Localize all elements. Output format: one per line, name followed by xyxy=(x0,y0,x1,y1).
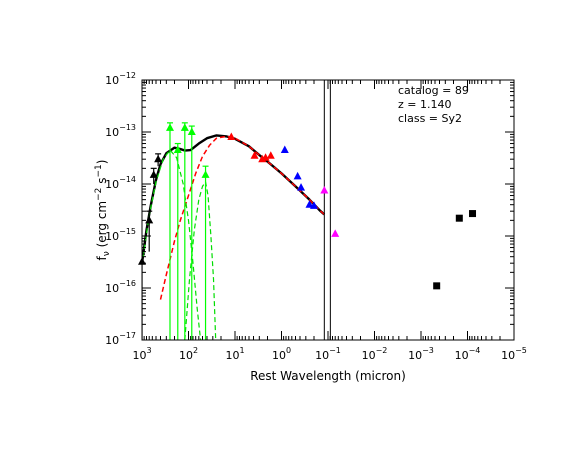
data-point-triangle xyxy=(165,123,174,131)
y-tick-label: 10−16 xyxy=(105,279,136,295)
x-tick-labels: 103 102 101 100 10−1 10−2 10−3 10−4 10−5 xyxy=(132,346,526,362)
x-tick-label: 102 xyxy=(179,346,198,362)
data-point-triangle xyxy=(154,154,163,163)
y-tick-label-exp: −13 xyxy=(119,123,136,132)
data-point-triangle xyxy=(331,229,340,237)
y-tick-label-base: 10 xyxy=(105,126,119,139)
data-point-square xyxy=(455,214,463,222)
x-tick-label-exp: −3 xyxy=(422,346,434,355)
y-tick-label: 10−17 xyxy=(105,331,136,347)
y-axis-title-sup2: −1 xyxy=(94,164,104,177)
x-tick-label-exp: −5 xyxy=(515,346,527,355)
x-tick-label: 103 xyxy=(132,346,151,362)
data-point-triangle xyxy=(297,183,306,191)
x-axis-title: Rest Wavelength (micron) xyxy=(250,369,406,383)
y-tick-label-exp: −15 xyxy=(119,227,136,236)
data-point-triangle xyxy=(201,170,210,178)
x-tick-label-exp: 1 xyxy=(239,346,244,355)
annotation-line: class = Sy2 xyxy=(398,112,462,125)
x-tick-label-base: 10 xyxy=(455,349,469,362)
y-tick-label: 10−12 xyxy=(105,71,136,87)
x-tick-label: 10−2 xyxy=(362,346,388,362)
data-points xyxy=(138,123,477,290)
y-axis-title-mid2: s xyxy=(95,178,109,188)
data-point-square xyxy=(469,210,477,218)
annotation-line: z = 1.140 xyxy=(398,98,451,111)
vertical-lines xyxy=(323,80,331,340)
y-tick-label-base: 10 xyxy=(105,282,119,295)
tick-marks xyxy=(141,79,515,341)
x-tick-label: 100 xyxy=(272,346,291,362)
y-tick-label-base: 10 xyxy=(105,334,119,347)
y-tick-label-base: 10 xyxy=(105,230,119,243)
y-axis-title: fν (erg cm−2 s−1) xyxy=(94,160,112,261)
y-axis-title-suffix: ) xyxy=(95,160,109,165)
x-tick-label-exp: 3 xyxy=(146,346,151,355)
model-curve-3 xyxy=(184,181,217,340)
x-tick-label-exp: 2 xyxy=(193,346,198,355)
y-axis-title-mid: (erg cm xyxy=(95,201,109,251)
data-point-triangle xyxy=(250,151,259,159)
data-point-triangle xyxy=(305,200,314,208)
data-point-triangle xyxy=(310,201,319,209)
y-tick-label-base: 10 xyxy=(105,178,119,191)
x-tick-label: 10−3 xyxy=(408,346,434,362)
data-point-triangle xyxy=(280,145,289,154)
model-curve-1 xyxy=(159,135,325,300)
x-tick-label: 10−1 xyxy=(315,346,341,362)
y-tick-label-exp: −12 xyxy=(119,71,136,80)
y-tick-label-exp: −16 xyxy=(119,279,136,288)
data-point-triangle xyxy=(266,151,275,159)
x-tick-label: 10−4 xyxy=(455,346,481,362)
x-tick-label: 10−5 xyxy=(501,346,527,362)
x-tick-label-exp: 0 xyxy=(286,346,291,355)
data-point-triangle xyxy=(320,185,329,194)
x-tick-label-base: 10 xyxy=(501,349,515,362)
x-tick-label-base: 10 xyxy=(225,349,239,362)
y-tick-label: 10−13 xyxy=(105,123,136,139)
data-point-triangle xyxy=(227,132,236,141)
x-tick-label-exp: −1 xyxy=(329,346,341,355)
data-point-triangle xyxy=(261,153,270,161)
x-tick-label-exp: −4 xyxy=(469,346,481,355)
model-curve-2 xyxy=(142,149,202,340)
data-point-triangle xyxy=(293,171,302,180)
x-tick-label-exp: −2 xyxy=(376,346,388,355)
y-tick-label-exp: −17 xyxy=(119,331,136,340)
data-point-triangle xyxy=(149,170,158,178)
x-tick-label-base: 10 xyxy=(272,349,286,362)
x-tick-label-base: 10 xyxy=(408,349,422,362)
model-curves xyxy=(142,134,326,340)
x-tick-label-base: 10 xyxy=(179,349,193,362)
annotation-line: catalog = 89 xyxy=(398,84,469,97)
y-tick-label: 10−15 xyxy=(105,227,136,243)
x-tick-label-base: 10 xyxy=(132,349,146,362)
error-bars xyxy=(142,122,209,340)
y-tick-label: 10−14 xyxy=(105,175,136,191)
y-axis-title-sub: ν xyxy=(102,251,112,256)
data-point-triangle xyxy=(145,215,154,224)
y-axis-title-prefix: f xyxy=(95,255,109,260)
y-axis-title-sup1: −2 xyxy=(94,188,104,201)
x-tick-label-base: 10 xyxy=(315,349,329,362)
data-point-square xyxy=(433,282,441,290)
data-point-triangle xyxy=(173,145,182,154)
data-point-triangle xyxy=(187,127,196,135)
x-tick-label: 101 xyxy=(225,346,244,362)
y-tick-label-exp: −14 xyxy=(119,175,136,184)
model-curve-0 xyxy=(142,134,326,264)
y-tick-label-base: 10 xyxy=(105,74,119,87)
x-tick-label-base: 10 xyxy=(362,349,376,362)
data-point-triangle xyxy=(180,123,189,131)
